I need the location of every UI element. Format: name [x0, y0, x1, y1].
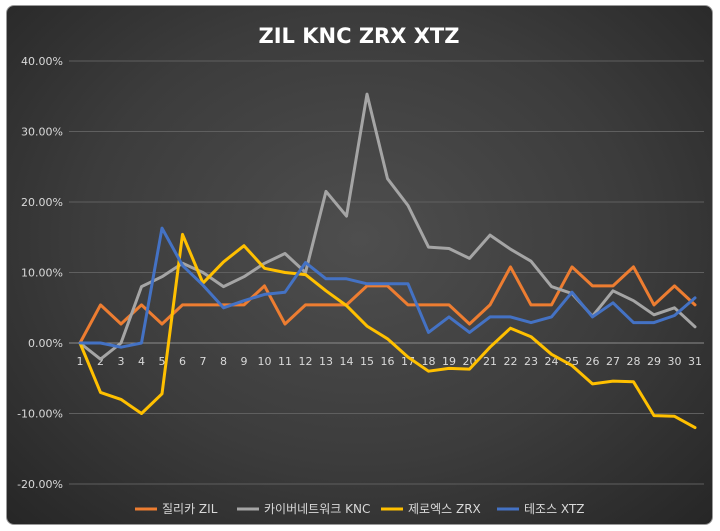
y-tick-label: 40.00%: [21, 55, 63, 68]
x-tick-label: 6: [179, 355, 186, 368]
x-tick-label: 10: [258, 355, 272, 368]
x-tick-label: 23: [524, 355, 538, 368]
series-lines: [78, 92, 697, 430]
x-tick-label: 15: [360, 355, 374, 368]
x-tick-label: 28: [627, 355, 641, 368]
series-line-1: [78, 265, 697, 345]
legend-item: 카이버네트워크 KNC: [237, 502, 370, 516]
x-tick-label: 5: [159, 355, 166, 368]
y-tick-label: 30.00%: [21, 126, 63, 139]
series-line-3: [78, 232, 697, 430]
x-tick-label: 12: [299, 355, 313, 368]
x-tick-label: 21: [483, 355, 497, 368]
line-chart: ZIL KNC ZRX XTZ 40.00%30.00%20.00%10.00%…: [17, 24, 704, 516]
x-tick-label: 30: [668, 355, 682, 368]
x-tick-label: 22: [504, 355, 518, 368]
x-tick-label: 2: [97, 355, 104, 368]
x-tick-label: 19: [442, 355, 456, 368]
y-tick-label: 10.00%: [21, 267, 63, 280]
legend-label: 카이버네트워크 KNC: [264, 502, 370, 516]
x-tick-label: 1: [77, 355, 84, 368]
x-tick-label: 9: [241, 355, 248, 368]
legend-label: 질리카 ZIL: [162, 502, 218, 516]
x-tick-label: 27: [606, 355, 620, 368]
legend-item: 제로엑스 ZRX: [381, 502, 481, 516]
legend-label: 제로엑스 ZRX: [408, 502, 481, 516]
legend-label: 테조스 XTZ: [524, 502, 585, 516]
x-tick-label: 7: [200, 355, 207, 368]
legend: 질리카 ZIL 카이버네트워크 KNC 제로엑스 ZRX 테조스 XTZ: [135, 502, 585, 516]
x-tick-label: 18: [422, 355, 436, 368]
series-line-4: [78, 226, 697, 349]
x-tick-label: 3: [118, 355, 125, 368]
legend-item: 테조스 XTZ: [497, 502, 585, 516]
legend-item: 질리카 ZIL: [135, 502, 218, 516]
x-tick-label: 4: [138, 355, 145, 368]
x-axis-labels: 1 2 3 4 5 6 7 8 9 10 11 12 13 14 15 16 17 18 19 20 21 22 23 24 2…: [77, 355, 703, 368]
x-tick-label: 16: [381, 355, 395, 368]
x-tick-label: 31: [688, 355, 702, 368]
gridlines: [69, 60, 704, 485]
y-tick-label: 20.00%: [21, 196, 63, 209]
x-tick-label: 26: [586, 355, 600, 368]
x-tick-label: 13: [319, 355, 333, 368]
x-tick-label: 29: [647, 355, 661, 368]
y-tick-label: -10.00%: [17, 408, 63, 421]
y-tick-label: 0.00%: [28, 337, 63, 350]
y-axis-labels: 40.00% 30.00% 20.00% 10.00% 0.00% -10.00% -20.…: [17, 55, 63, 491]
chart-title: ZIL KNC ZRX XTZ: [259, 24, 460, 48]
y-tick-label: -20.00%: [17, 478, 63, 491]
chart-frame: ZIL KNC ZRX XTZ 40.00% 30.00% 20.00% 10.00%…: [6, 5, 713, 525]
x-tick-label: 11: [278, 355, 292, 368]
x-tick-label: 8: [220, 355, 227, 368]
x-tick-label: 24: [545, 355, 559, 368]
x-tick-label: 14: [340, 355, 354, 368]
